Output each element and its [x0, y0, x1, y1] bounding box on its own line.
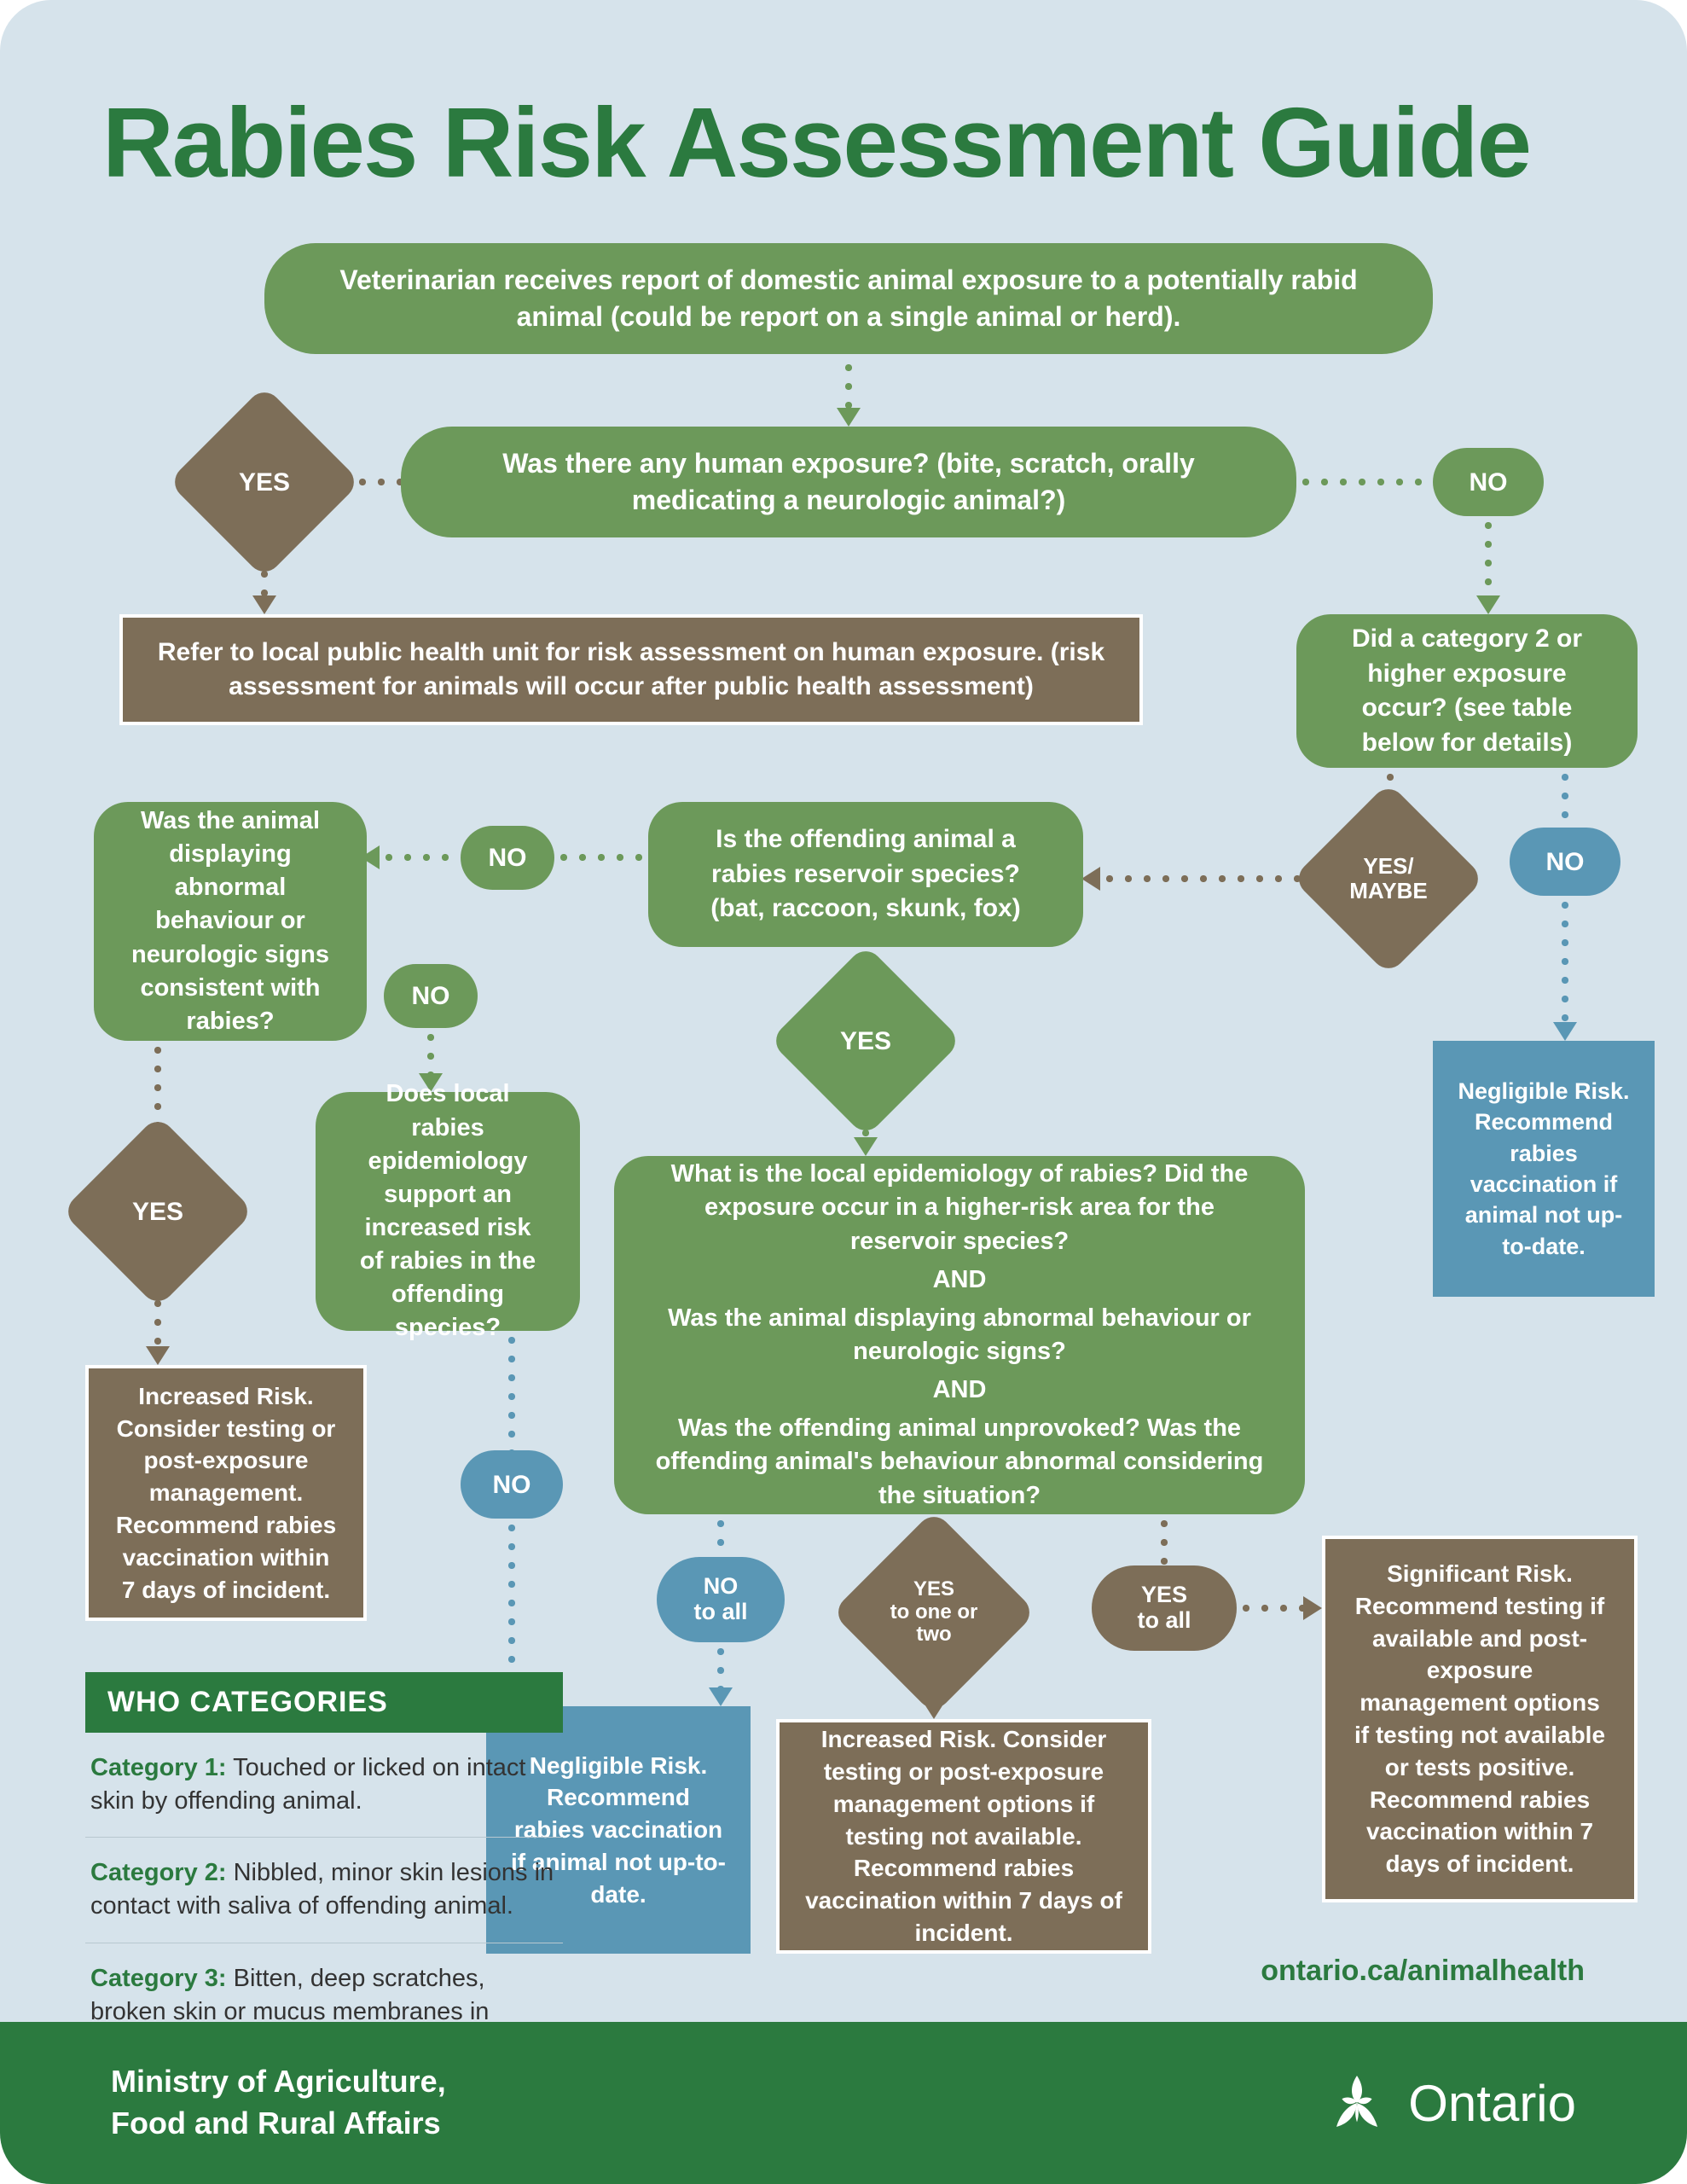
- connector: [1561, 768, 1569, 828]
- who-heading: WHO CATEGORIES: [85, 1672, 563, 1733]
- out-neg1-text: Negligible Risk. Recommend rabies vaccin…: [1457, 1076, 1631, 1263]
- node-abnormal: Was the animal displaying abnormal behav…: [94, 802, 367, 1041]
- connector: [554, 853, 648, 862]
- who-cat1-label: Category 1:: [90, 1754, 227, 1781]
- connector: [154, 1275, 162, 1348]
- page-title: Rabies Risk Assessment Guide: [102, 85, 1530, 200]
- decision-yes: YES: [797, 973, 934, 1109]
- decision-yes-one-two: YES to one or two: [861, 1540, 1006, 1685]
- connector: [1160, 1514, 1168, 1565]
- label-yes-all: YES to all: [1137, 1583, 1191, 1633]
- ministry-name: Ministry of Agriculture, Food and Rural …: [111, 2061, 446, 2144]
- label-yes: YES: [239, 468, 290, 497]
- node-start-text: Veterinarian receives report of domestic…: [299, 262, 1399, 335]
- label-no-all: NO to all: [693, 1574, 747, 1624]
- decision-yes-to-all: YES to all: [1092, 1565, 1237, 1651]
- arrowhead-icon: [1476, 595, 1500, 614]
- node-human-text: Was there any human exposure? (bite, scr…: [435, 445, 1262, 519]
- connector: [1100, 874, 1322, 883]
- arrowhead-icon: [1081, 867, 1100, 891]
- connector: [716, 1642, 725, 1689]
- ontario-text: Ontario: [1408, 2074, 1576, 2133]
- arrowhead-icon: [709, 1687, 733, 1706]
- arrowhead-icon: [1553, 1022, 1577, 1041]
- node-reservoir: Is the offending animal a rabies reservo…: [648, 802, 1083, 947]
- who-cat1: Category 1: Touched or licked on intact …: [85, 1733, 563, 1838]
- arrowhead-icon: [837, 408, 861, 427]
- node-category2: Did a category 2 or higher exposure occu…: [1296, 614, 1638, 768]
- arrowhead-icon: [252, 595, 276, 614]
- connector: [716, 1514, 725, 1557]
- trillium-icon: [1323, 2069, 1391, 2137]
- connector: [1296, 478, 1433, 486]
- node-abnormal-text: Was the animal displaying abnormal behav…: [128, 804, 333, 1038]
- label-no: NO: [1470, 468, 1508, 497]
- arrowhead-icon: [146, 1346, 170, 1365]
- decision-no: NO: [384, 964, 478, 1028]
- connector: [930, 1681, 938, 1702]
- decision-no: NO: [1433, 448, 1544, 516]
- decision-no: NO: [1510, 828, 1620, 896]
- connector: [844, 358, 853, 410]
- node-local-epi-text: Does local rabies epidemiology support a…: [350, 1077, 546, 1345]
- connector: [426, 1028, 435, 1075]
- url-link[interactable]: ontario.ca/animalhealth: [1261, 1955, 1585, 1988]
- arrowhead-icon: [922, 1700, 946, 1719]
- label-yes-one-two: YES to one or two: [890, 1578, 978, 1646]
- connector: [260, 546, 269, 597]
- who-cat2: Category 2: Nibbled, minor skin lesions …: [85, 1838, 563, 1943]
- page-container: Rabies Risk Assessment Guide Veterinaria…: [0, 0, 1687, 2184]
- label-yes-maybe: YES/ MAYBE: [1349, 854, 1428, 903]
- label-no: NO: [412, 982, 450, 1010]
- outcome-increased-1: Increased Risk. Consider testing or post…: [85, 1365, 367, 1621]
- label-no: NO: [493, 1471, 531, 1499]
- decision-no-to-all: NO to all: [657, 1557, 785, 1642]
- outcome-inc1-text: Increased Risk. Consider testing or post…: [114, 1380, 338, 1606]
- label-yes: YES: [840, 1027, 891, 1055]
- connector: [1561, 896, 1569, 1024]
- decision-no: NO: [461, 826, 554, 890]
- node-refer-phu: Refer to local public health unit for ri…: [119, 614, 1143, 725]
- footer: Ministry of Agriculture, Food and Rural …: [0, 2022, 1687, 2184]
- q-big-2: Was the animal displaying abnormal behav…: [648, 1302, 1271, 1368]
- connector: [380, 853, 461, 862]
- connector: [1484, 516, 1493, 597]
- outcome-negligible-1: Negligible Risk. Recommend rabies vaccin…: [1433, 1041, 1655, 1297]
- node-reservoir-text: Is the offending animal a rabies reservo…: [682, 822, 1049, 926]
- connector: [861, 1105, 870, 1139]
- out-inc2-text: Increased Risk. Consider testing or post…: [805, 1723, 1122, 1949]
- q-big-1: What is the local epidemiology of rabies…: [648, 1158, 1271, 1258]
- label-yes: YES: [132, 1198, 183, 1226]
- connector: [507, 1331, 516, 1450]
- node-human-exposure: Was there any human exposure? (bite, scr…: [401, 427, 1296, 537]
- who-cat3-label: Category 3:: [90, 1965, 227, 1992]
- q-big-3: Was the offending animal unprovoked? Was…: [648, 1412, 1271, 1512]
- node-start: Veterinarian receives report of domestic…: [264, 243, 1433, 354]
- node-three-questions: What is the local epidemiology of rabies…: [614, 1156, 1305, 1514]
- label-no: NO: [1546, 848, 1585, 876]
- decision-no: NO: [461, 1450, 563, 1519]
- and-separator: AND: [933, 1374, 987, 1407]
- arrowhead-icon: [854, 1137, 878, 1156]
- outcome-increased-2: Increased Risk. Consider testing or post…: [776, 1719, 1151, 1954]
- node-local-epi: Does local rabies epidemiology support a…: [316, 1092, 580, 1331]
- ontario-logo: Ontario: [1323, 2069, 1576, 2137]
- decision-yes: YES: [196, 414, 333, 550]
- node-cat2-text: Did a category 2 or higher exposure occu…: [1330, 622, 1603, 760]
- connector: [1237, 1604, 1305, 1612]
- decision-yes: YES: [90, 1143, 226, 1280]
- out-sig-text: Significant Risk. Recommend testing if a…: [1351, 1558, 1609, 1880]
- who-cat2-label: Category 2:: [90, 1859, 227, 1886]
- who-categories: WHO CATEGORIES Category 1: Touched or li…: [85, 1672, 563, 2081]
- outcome-significant: Significant Risk. Recommend testing if a…: [1322, 1536, 1638, 1902]
- arrowhead-icon: [1303, 1596, 1322, 1620]
- decision-yes-maybe: YES/ MAYBE: [1320, 810, 1457, 947]
- label-no: NO: [489, 844, 527, 872]
- connector: [507, 1519, 516, 1689]
- and-separator: AND: [933, 1263, 987, 1297]
- node-refer-text: Refer to local public health unit for ri…: [148, 636, 1114, 705]
